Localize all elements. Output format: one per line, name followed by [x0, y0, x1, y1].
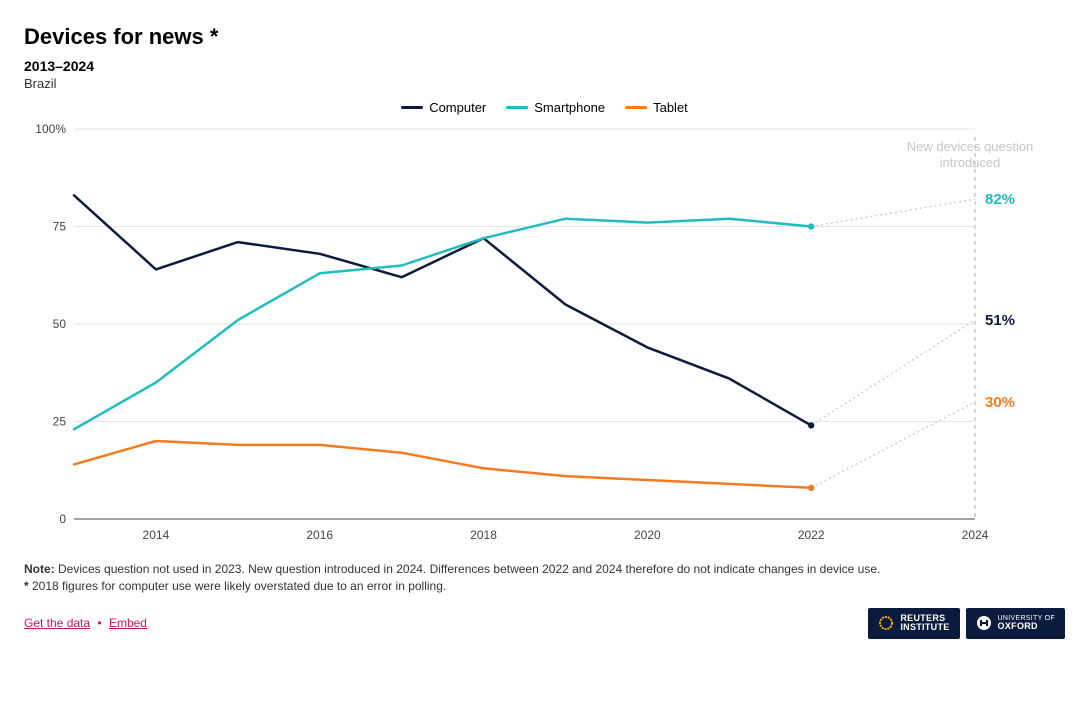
- series-end-label-smartphone: 82%: [985, 191, 1015, 208]
- line-chart: 0 25 50 75 100% 2014 2016 2018 2020 2022 2024 New d…: [24, 119, 1065, 549]
- svg-text:0: 0: [59, 512, 66, 526]
- chart-title: Devices for news *: [24, 24, 1065, 50]
- series-end-label-tablet: 30%: [985, 394, 1015, 411]
- note-bold-prefix: Note:: [24, 562, 55, 576]
- svg-text:75: 75: [53, 220, 67, 234]
- legend-item-computer[interactable]: Computer: [401, 100, 486, 115]
- svg-text:2018: 2018: [470, 528, 497, 542]
- legend-item-smartphone[interactable]: Smartphone: [506, 100, 605, 115]
- embed-link[interactable]: Embed: [109, 616, 147, 630]
- series-end-label-computer: 51%: [985, 312, 1015, 329]
- series-end-dot-computer: [808, 422, 814, 428]
- svg-text:2022: 2022: [798, 528, 825, 542]
- svg-text:introduced: introduced: [940, 155, 1001, 170]
- legend-swatch-tablet: [625, 106, 647, 109]
- page: Devices for news * 2013–2024 Brazil Comp…: [0, 0, 1089, 709]
- legend-label-computer: Computer: [429, 100, 486, 115]
- series-line-tablet: [74, 441, 811, 488]
- footer-links: Get the data • Embed: [24, 616, 147, 630]
- chart-subtitle-country: Brazil: [24, 76, 1065, 91]
- svg-text:50: 50: [53, 317, 67, 331]
- reuters-institute-badge: REUTERS INSTITUTE: [868, 608, 959, 639]
- svg-text:2016: 2016: [306, 528, 333, 542]
- svg-text:25: 25: [53, 415, 67, 429]
- legend-item-tablet[interactable]: Tablet: [625, 100, 688, 115]
- legend-label-tablet: Tablet: [653, 100, 688, 115]
- reuters-badge-line2: INSTITUTE: [900, 622, 949, 632]
- svg-text:100%: 100%: [35, 122, 66, 136]
- note-line-1: Devices question not used in 2023. New q…: [55, 562, 881, 576]
- series-end-dot-smartphone: [808, 223, 814, 229]
- svg-text:New devices question: New devices question: [907, 139, 1033, 154]
- svg-text:2014: 2014: [143, 528, 170, 542]
- reuters-institute-icon: [878, 615, 894, 631]
- oxford-crest-icon: [976, 615, 992, 631]
- oxford-badge-line2: OXFORD: [998, 621, 1038, 631]
- legend-swatch-computer: [401, 106, 423, 109]
- chart-legend: Computer Smartphone Tablet: [24, 97, 1065, 115]
- series-end-dot-tablet: [808, 485, 814, 491]
- chart-subtitle-years: 2013–2024: [24, 58, 1065, 74]
- legend-swatch-smartphone: [506, 106, 528, 109]
- chart-area: 0 25 50 75 100% 2014 2016 2018 2020 2022 2024 New d…: [24, 119, 1065, 549]
- footer-row: Get the data • Embed REUTERS INSTITUTE: [24, 608, 1065, 639]
- chart-note: Note: Devices question not used in 2023.…: [24, 561, 1065, 596]
- get-the-data-link[interactable]: Get the data: [24, 616, 90, 630]
- svg-text:2024: 2024: [962, 528, 989, 542]
- legend-label-smartphone: Smartphone: [534, 100, 605, 115]
- footer-badges: REUTERS INSTITUTE UNIVERSITY OF OXFORD: [868, 608, 1065, 639]
- footer-separator: •: [97, 616, 101, 630]
- oxford-badge: UNIVERSITY OF OXFORD: [966, 608, 1065, 639]
- svg-text:2020: 2020: [634, 528, 661, 542]
- series-line-computer: [74, 195, 811, 425]
- note-line-2: 2018 figures for computer use were likel…: [29, 579, 447, 593]
